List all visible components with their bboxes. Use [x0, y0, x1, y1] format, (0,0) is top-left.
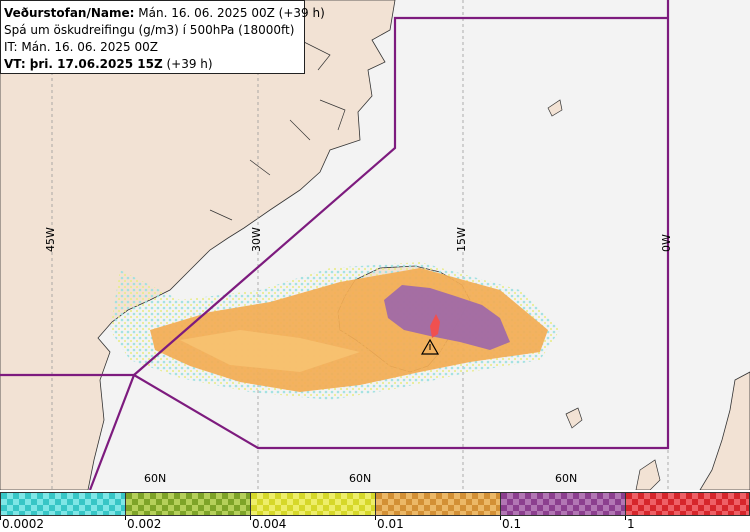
legend-tick — [250, 516, 251, 520]
legend-bin-4 — [375, 492, 501, 516]
legend-tick — [0, 516, 1, 520]
legend-label-0-0002: 0.0002 — [2, 517, 44, 531]
forecast-info-box: Veðurstofan/Name: Mán. 16. 06. 2025 00Z … — [0, 0, 325, 74]
legend-bin-3 — [250, 492, 376, 516]
fjords — [209, 39, 346, 221]
legend-tick — [625, 516, 626, 520]
model-domain-boundary — [0, 0, 670, 491]
info-line-initial-time: IT: Mán. 16. 06. 2025 00Z — [4, 40, 158, 54]
lon-label-0w: 0W — [660, 234, 673, 252]
shetland — [635, 459, 661, 491]
ash-plume-purple — [384, 285, 510, 350]
legend-bin-5 — [500, 492, 626, 516]
info-line-product: Spá um öskudreifingu (g/m3) í 500hPa (18… — [4, 23, 295, 37]
norway — [699, 371, 750, 491]
legend-bin-1 — [0, 492, 126, 516]
greenland — [0, 0, 396, 491]
legend-label-0-01: 0.01 — [377, 517, 404, 531]
map-canvas — [0, 0, 750, 491]
lat-label-60n-2: 60N — [349, 472, 372, 485]
concentration-legend: 0.0002 0.002 0.004 0.01 0.1 1 — [0, 490, 750, 532]
ash-plume-red — [430, 314, 440, 338]
lon-label-30w: 30W — [250, 227, 263, 252]
faroe-islands — [565, 407, 583, 429]
legend-tick — [500, 516, 501, 520]
legend-bin-2 — [125, 492, 251, 516]
info-line-valid-time: VT: þri. 17.06.2025 15Z (+39 h) — [4, 56, 304, 73]
legend-bin-6 — [625, 492, 750, 516]
lat-label-60n-1: 60N — [144, 472, 167, 485]
lat-label-60n-3: 60N — [555, 472, 578, 485]
valid-time-offset: (+39 h) — [166, 57, 213, 71]
name-label: Veðurstofan/Name: — [4, 6, 135, 20]
legend-label-0-002: 0.002 — [127, 517, 162, 531]
volcano-icon — [420, 338, 440, 355]
ash-plume-orange-light — [180, 330, 360, 372]
name-value: Mán. 16. 06. 2025 00Z (+39 h) — [138, 6, 325, 20]
legend-tick — [125, 516, 126, 520]
info-line-name: Veðurstofan/Name: Mán. 16. 06. 2025 00Z … — [4, 5, 325, 22]
lon-label-15w: 15W — [455, 227, 468, 252]
legend-label-0-004: 0.004 — [252, 517, 287, 531]
legend-label-0-1: 0.1 — [502, 517, 522, 531]
lon-label-45w: 45W — [44, 227, 57, 252]
legend-tick — [375, 516, 376, 520]
jan-mayen — [547, 99, 563, 117]
valid-time-label: VT: þri. 17.06.2025 15Z — [4, 57, 163, 71]
legend-label-1: 1 — [627, 517, 635, 531]
ash-forecast-map: 45W 30W 15W 0W 60N 60N 60N Veðurstofan/N… — [0, 0, 750, 491]
